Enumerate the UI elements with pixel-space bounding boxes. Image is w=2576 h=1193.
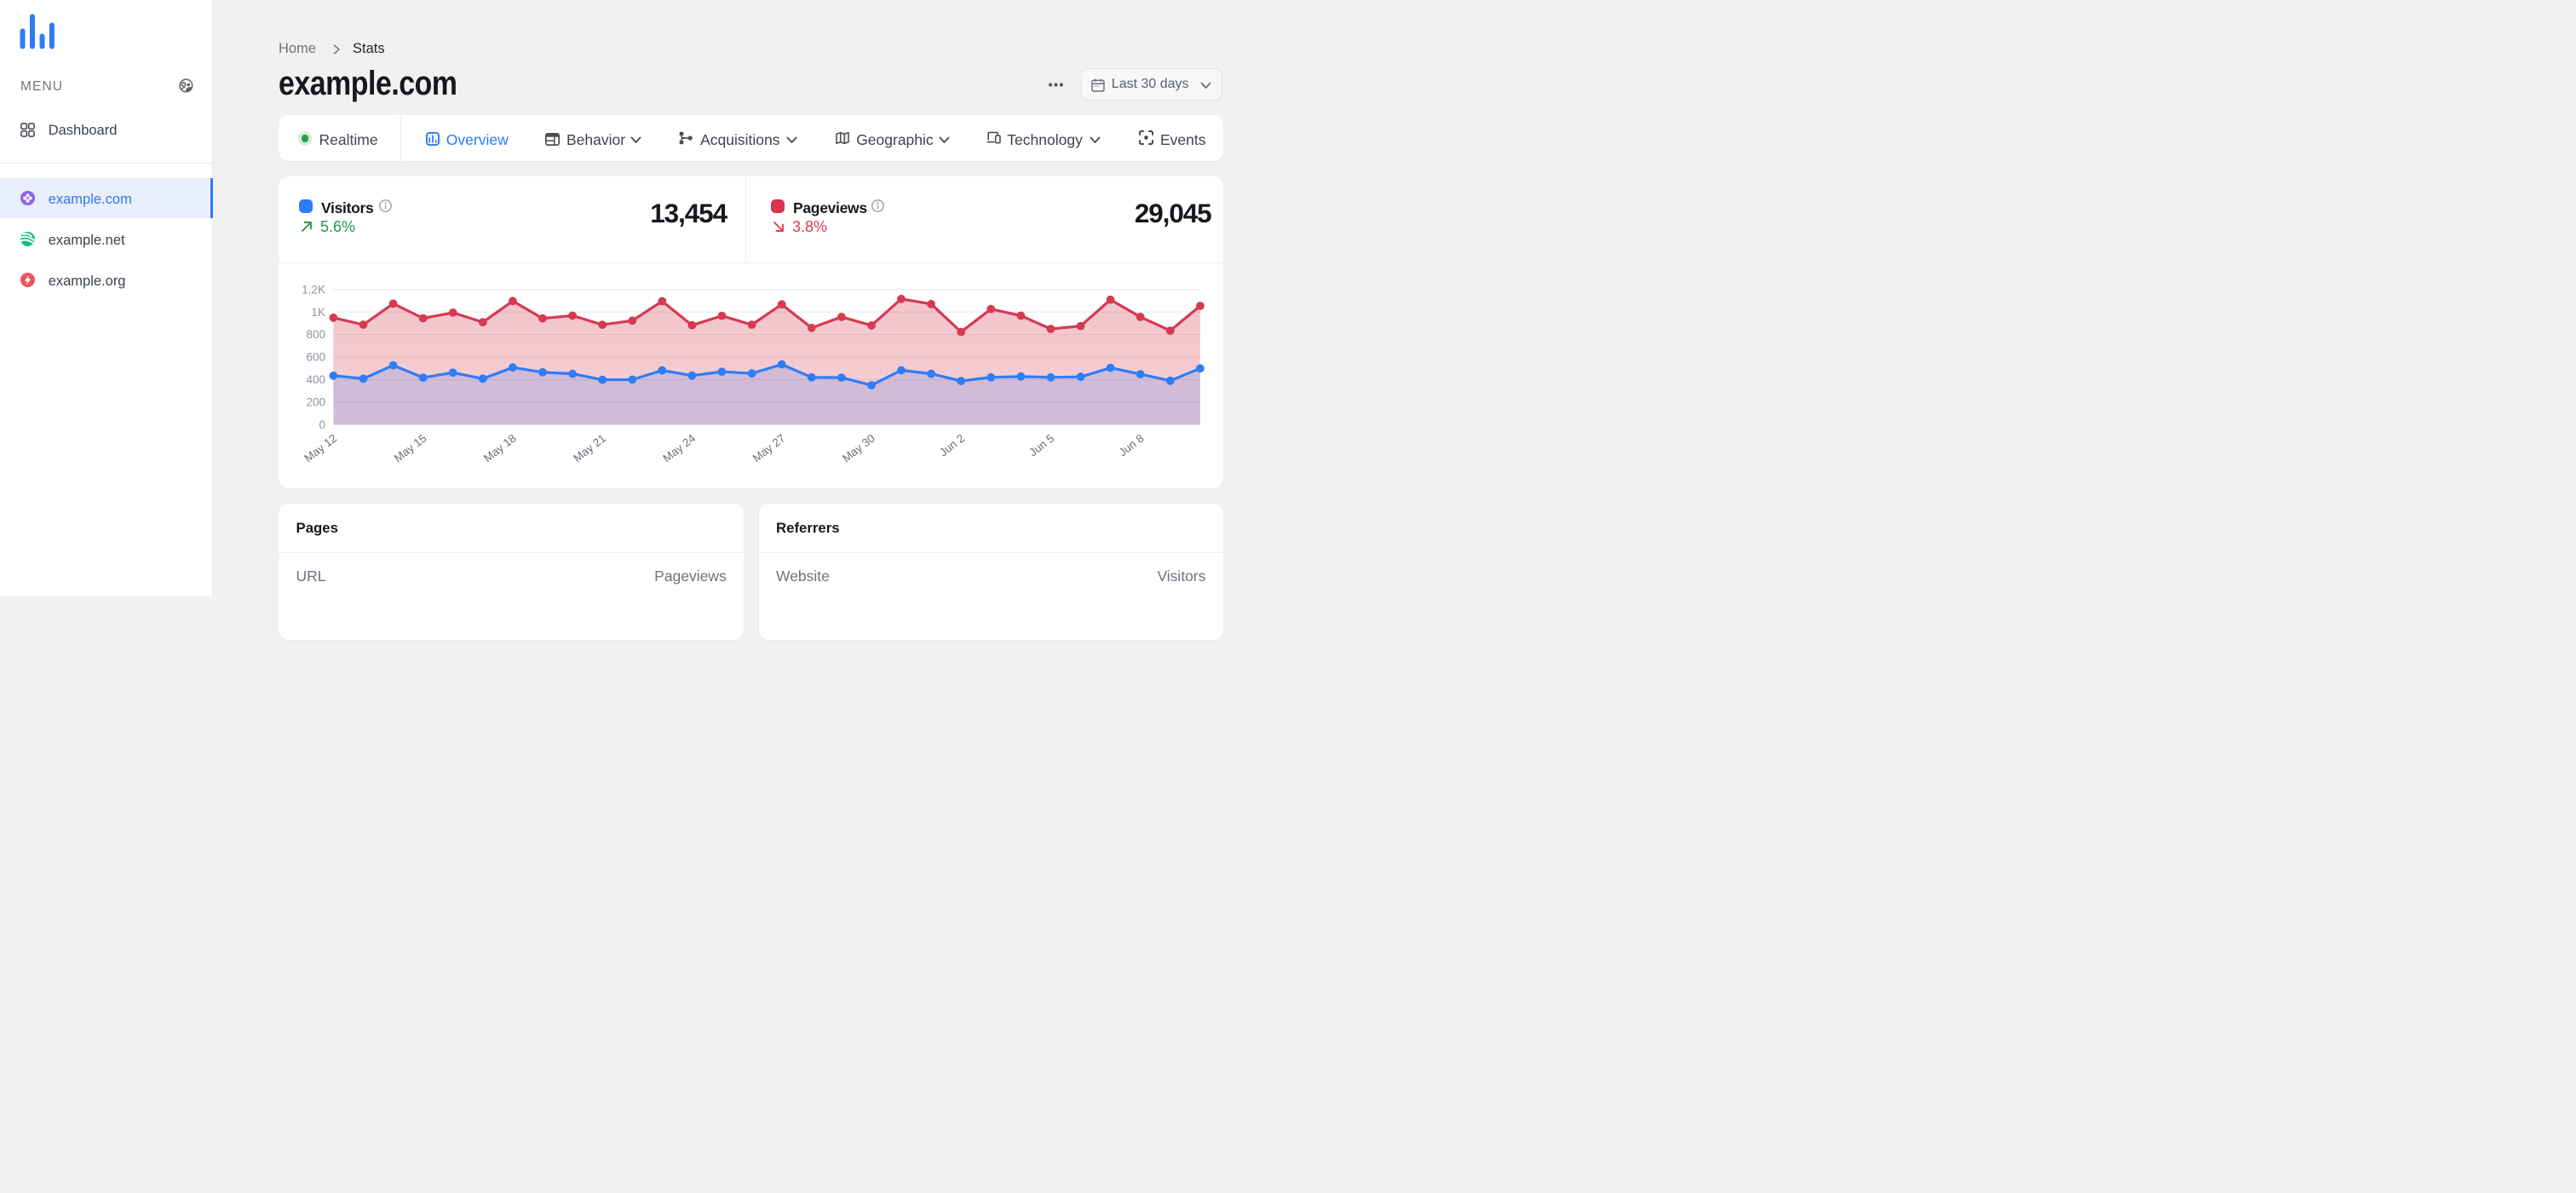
svg-text:Jun 8: Jun 8 <box>1116 431 1146 458</box>
svg-text:May 15: May 15 <box>391 431 428 464</box>
svg-text:1.2K: 1.2K <box>302 283 325 296</box>
svg-text:400: 400 <box>306 373 325 386</box>
svg-text:May 30: May 30 <box>840 431 877 464</box>
svg-text:Jun 5: Jun 5 <box>1026 431 1056 458</box>
svg-text:200: 200 <box>306 395 325 408</box>
svg-text:0: 0 <box>319 418 325 430</box>
svg-text:May 21: May 21 <box>571 431 608 464</box>
svg-text:800: 800 <box>306 328 325 341</box>
svg-text:May 27: May 27 <box>750 431 787 464</box>
svg-text:May 12: May 12 <box>302 431 339 464</box>
svg-text:600: 600 <box>306 350 325 363</box>
svg-text:May 18: May 18 <box>480 431 518 464</box>
svg-text:Jun 2: Jun 2 <box>936 431 966 458</box>
svg-text:1K: 1K <box>311 305 325 318</box>
svg-text:May 24: May 24 <box>660 431 698 464</box>
